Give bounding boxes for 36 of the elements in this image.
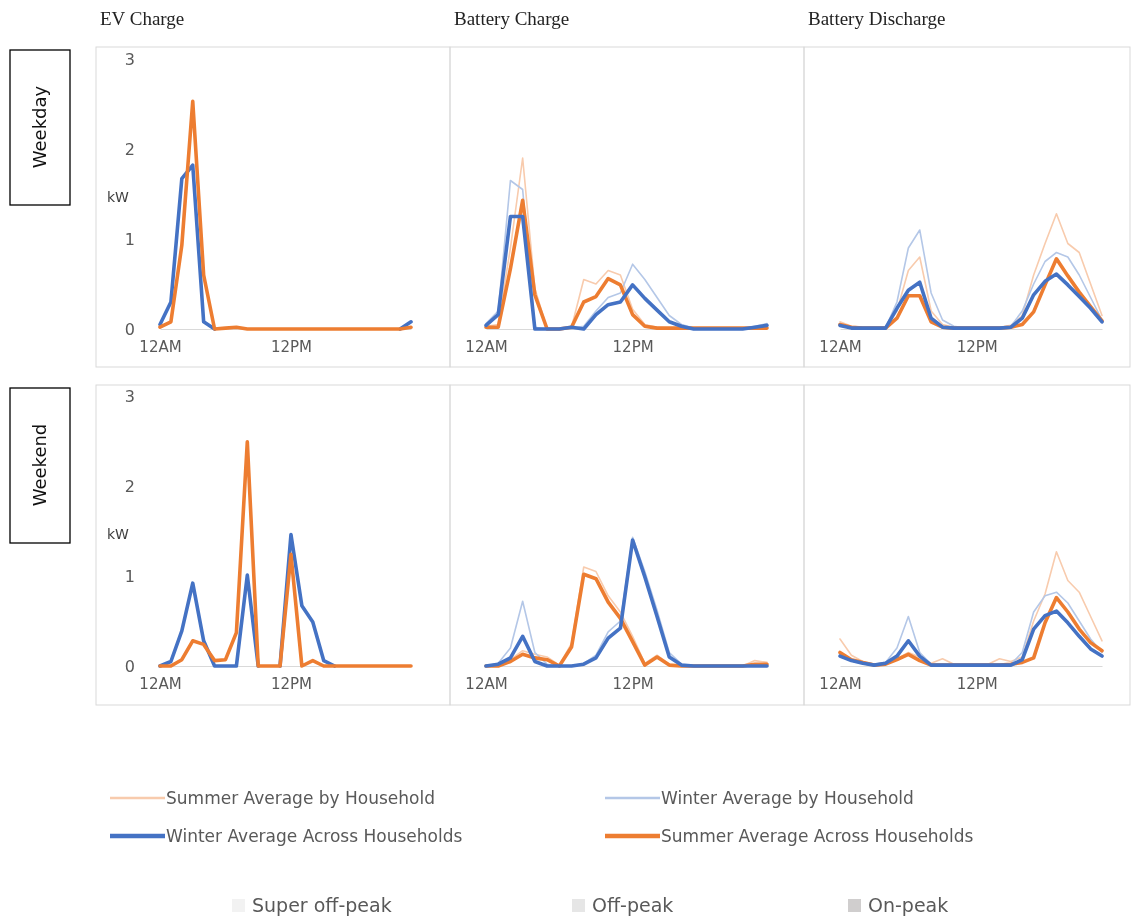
x-tick-label: 12PM — [270, 337, 312, 356]
y-tick-label: 1 — [124, 229, 135, 249]
y-axis-title: kW — [107, 189, 130, 205]
text: Super off-peak — [252, 894, 392, 916]
x-tick-label: 12PM — [612, 674, 654, 693]
y-axis-title: kW — [107, 526, 130, 542]
y-tick-label: 0 — [124, 656, 135, 676]
y-tick-label: 1 — [124, 566, 135, 586]
x-tick-label: 12PM — [612, 337, 654, 356]
legend-label: Winter Average Across Households — [166, 826, 463, 846]
x-tick-label: 12AM — [819, 674, 862, 693]
text: On-peak — [868, 894, 949, 916]
text: Off-peak — [592, 894, 674, 916]
legend-label: Winter Average by Household — [661, 788, 914, 808]
x-tick-label: 12AM — [465, 674, 508, 693]
y-tick-label: 2 — [124, 476, 135, 496]
x-tick-label: 12PM — [956, 337, 998, 356]
legend-label: Summer Average by Household — [166, 788, 435, 808]
y-tick-label: 3 — [124, 49, 135, 69]
y-tick-label: 3 — [124, 386, 135, 406]
y-tick-label: 2 — [124, 139, 135, 159]
line-series — [158, 99, 413, 331]
text: Weekend — [29, 423, 50, 507]
chart-title: Battery Discharge — [808, 8, 946, 29]
y-tick-label: 0 — [124, 319, 135, 339]
legend-label: Summer Average Across Households — [661, 826, 974, 846]
x-tick-label: 12AM — [465, 337, 508, 356]
x-tick-label: 12PM — [956, 674, 998, 693]
x-tick-label: 12AM — [139, 674, 182, 693]
text: Weekday — [29, 85, 50, 169]
line-series — [158, 440, 413, 668]
x-tick-label: 12PM — [270, 674, 312, 693]
x-tick-label: 12AM — [819, 337, 862, 356]
chart-title: EV Charge — [100, 8, 185, 29]
chart-title: Battery Charge — [454, 8, 570, 29]
x-tick-label: 12AM — [139, 337, 182, 356]
